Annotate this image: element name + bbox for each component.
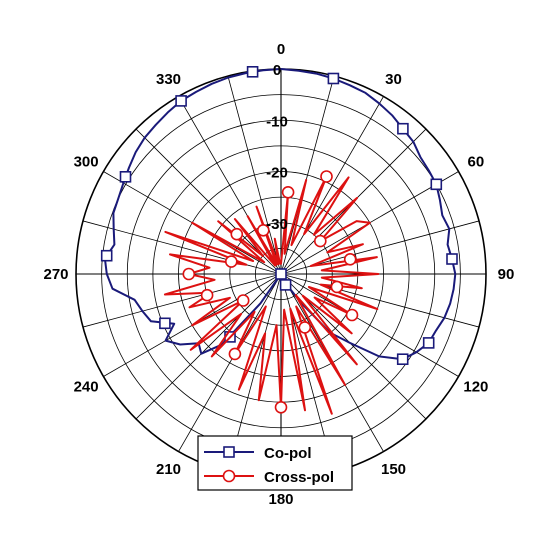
- cross-pol-marker: [345, 308, 359, 322]
- cross-pol-marker: [236, 294, 250, 307]
- radial-tick-label: -20: [266, 165, 288, 182]
- angle-tick-label: 150: [381, 461, 406, 478]
- cross-pol-line: [163, 175, 380, 415]
- legend-cross-pol-marker: [222, 469, 236, 483]
- co-pol-marker: [119, 171, 132, 183]
- co-pol-marker: [397, 122, 409, 135]
- grid-spoke: [82, 220, 282, 275]
- angle-tick-label: 330: [156, 71, 181, 88]
- legend-co-pol-marker: [223, 446, 235, 458]
- cross-pol-marker: [182, 267, 196, 281]
- angle-tick-label: 180: [268, 491, 293, 508]
- cross-pol-marker: [200, 288, 214, 302]
- co-pol-marker: [396, 353, 409, 366]
- angle-tick-label: 270: [43, 266, 68, 283]
- legend: Co-pol Cross-pol: [197, 435, 353, 491]
- legend-co-pol-label: Co-pol: [264, 445, 311, 462]
- angle-tick-label: 120: [463, 379, 488, 396]
- legend-cross-pol-label: Cross-pol: [264, 469, 334, 486]
- angle-tick-labels: 0 30 60 90 120 150 180 210 240 270 300 330: [43, 41, 514, 508]
- radial-tick-labels: 0 -10 -20 -30: [266, 62, 288, 233]
- radial-tick-label: -10: [266, 113, 288, 130]
- grid-spoke: [280, 75, 335, 275]
- angle-tick-label: 240: [74, 379, 99, 396]
- cross-pol-marker: [313, 234, 327, 248]
- legend-box: [197, 435, 353, 491]
- grid-spoke: [135, 128, 282, 275]
- co-pol-marker: [246, 66, 259, 78]
- series-layer: [100, 66, 458, 415]
- cross-pol-marker: [256, 224, 270, 237]
- co-pol-marker: [422, 337, 435, 349]
- angle-tick-label: 60: [468, 154, 485, 171]
- grid-spoke: [82, 273, 282, 328]
- cross-pol-marker: [343, 252, 357, 266]
- angle-tick-label: 0: [277, 41, 285, 58]
- co-pol-marker: [175, 95, 187, 107]
- grid-spoke: [280, 273, 480, 328]
- angle-tick-label: 300: [74, 154, 99, 171]
- co-pol-marker: [430, 178, 443, 191]
- grid-spoke: [227, 75, 282, 275]
- co-pol-marker: [327, 72, 340, 85]
- grid-spoke: [280, 96, 384, 275]
- grid-spoke: [280, 273, 459, 377]
- grid-spoke: [135, 273, 282, 420]
- cross-pol-marker: [298, 321, 312, 334]
- radial-tick-label: 0: [273, 62, 281, 79]
- cross-pol-marker: [274, 400, 288, 414]
- angle-tick-label: 210: [156, 461, 181, 478]
- cross-pol-marker: [228, 347, 242, 361]
- co-pol-marker: [100, 249, 113, 262]
- radial-tick-label: -30: [266, 216, 288, 233]
- cross-pol-marker: [330, 280, 344, 294]
- cross-pol-series: [163, 170, 380, 415]
- angle-tick-label: 30: [385, 71, 402, 88]
- co-pol-marker: [279, 279, 292, 291]
- co-pol-marker: [159, 317, 171, 330]
- grid-spoke: [178, 273, 282, 452]
- cross-pol-marker: [320, 170, 333, 183]
- angle-tick-label: 90: [498, 266, 515, 283]
- co-pol-marker: [275, 268, 287, 280]
- co-pol-marker: [446, 253, 458, 265]
- cross-pol-marker: [230, 227, 244, 241]
- cross-pol-marker: [281, 186, 295, 199]
- cross-pol-marker: [225, 255, 238, 268]
